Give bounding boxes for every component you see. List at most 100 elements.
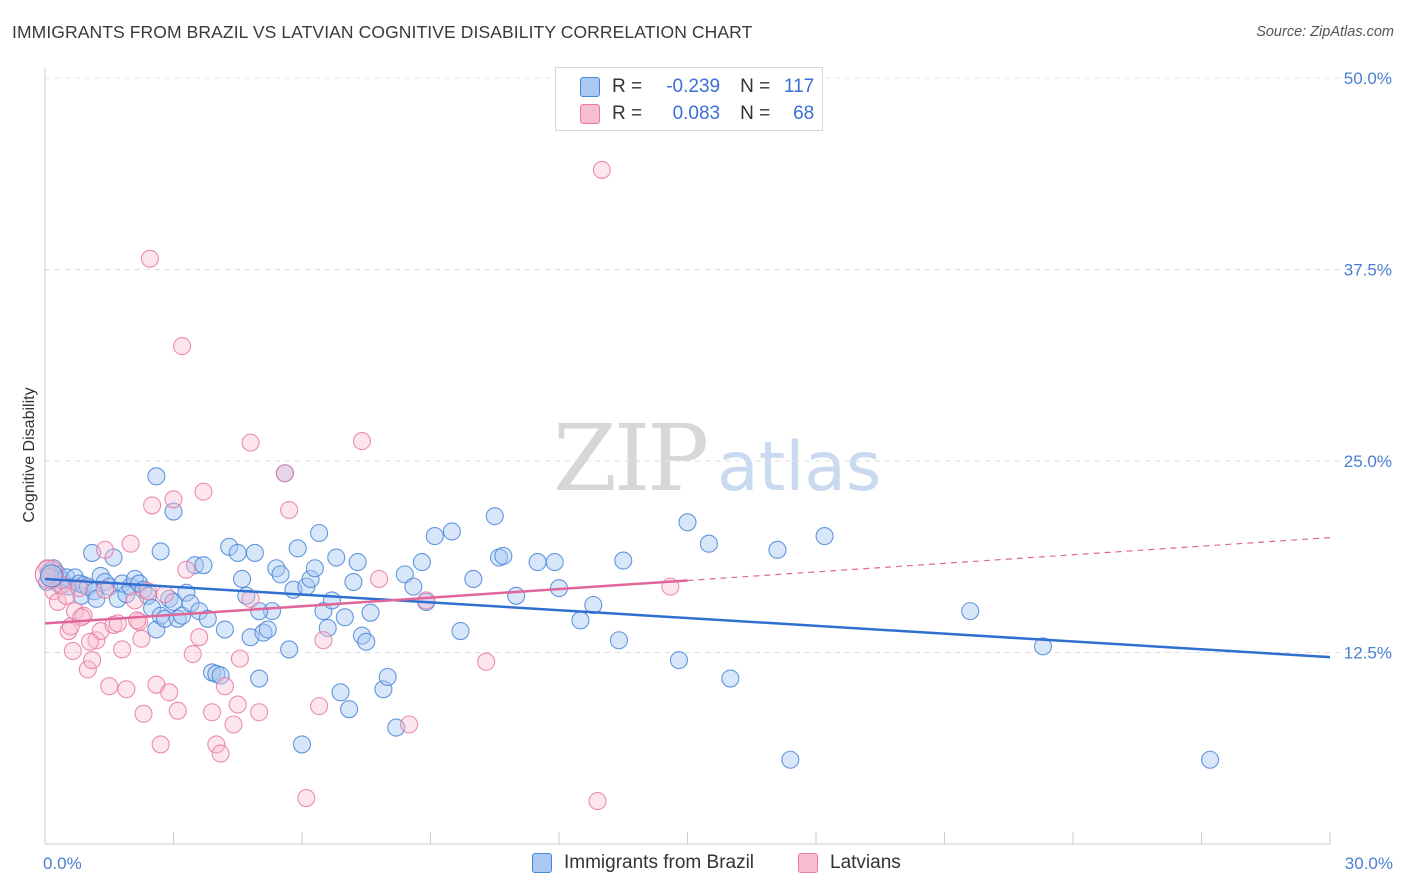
data-point-brazil [357, 632, 376, 651]
data-point-brazil [614, 551, 633, 570]
data-point-latvians [132, 629, 151, 648]
chart-title: IMMIGRANTS FROM BRAZIL VS LATVIAN COGNIT… [12, 22, 753, 42]
data-point-latvians [117, 680, 136, 699]
data-point-brazil [147, 467, 166, 486]
y-tick-label: 12.5% [1344, 644, 1392, 663]
y-tick-label: 50.0% [1344, 69, 1392, 88]
source-label: Source: ZipAtlas.com [1256, 24, 1394, 40]
legend-n-label: N = [740, 76, 771, 97]
bottom-legend-label-brazil: Immigrants from Brazil [564, 852, 755, 873]
data-point-latvians [280, 500, 299, 520]
data-point-latvians [164, 490, 183, 509]
data-point-latvians [100, 677, 119, 696]
data-point-latvians [95, 580, 115, 599]
data-point-brazil [322, 591, 342, 610]
data-point-brazil [961, 602, 980, 621]
data-point-brazil [194, 556, 213, 575]
y-tick-label: 37.5% [1344, 261, 1392, 280]
legend-r-label: R = [612, 76, 643, 97]
data-point-latvians [275, 464, 294, 483]
data-point-brazil [545, 553, 564, 572]
legend-n-value: 68 [793, 103, 815, 124]
data-point-brazil [815, 527, 834, 546]
data-point-brazil [250, 669, 269, 688]
data-point-brazil [305, 559, 324, 578]
data-point-latvians [417, 591, 436, 610]
data-point-latvians [230, 649, 249, 668]
legend-r-value: 0.083 [672, 103, 721, 124]
data-point-latvians [87, 631, 106, 650]
data-point-latvians [134, 704, 153, 723]
bottom-legend-swatch-latvians [798, 853, 818, 873]
data-point-brazil [1033, 637, 1053, 656]
data-point-latvians [190, 628, 209, 647]
watermark-zip: ZIP [553, 405, 709, 512]
data-point-brazil [404, 577, 423, 596]
data-point-latvians [155, 585, 174, 604]
data-point-latvians [95, 540, 115, 559]
data-point-brazil [781, 750, 800, 769]
legend-r-label: R = [612, 103, 643, 124]
data-point-brazil [211, 666, 230, 685]
data-point-brazil [768, 540, 787, 559]
data-point-brazil [669, 651, 688, 670]
data-point-brazil [288, 539, 307, 558]
data-point-brazil [361, 603, 380, 622]
data-point-brazil [198, 609, 217, 628]
data-point-latvians [211, 744, 230, 763]
data-point-brazil [340, 700, 359, 719]
data-point-brazil [451, 622, 470, 641]
data-point-brazil [1201, 750, 1220, 769]
data-point-brazil [245, 543, 264, 562]
data-point-brazil [280, 640, 299, 659]
data-point-brazil [494, 546, 513, 566]
legend-swatch-latvians [580, 104, 600, 124]
data-point-brazil [609, 631, 629, 650]
data-point-brazil [395, 565, 414, 584]
data-point-latvians [177, 560, 196, 579]
data-point-brazil [528, 553, 547, 572]
data-point-latvians [72, 608, 91, 627]
data-point-latvians [250, 703, 269, 722]
data-point-latvians [80, 632, 100, 651]
data-point-latvians [592, 160, 611, 179]
bottom-legend-brazil: Immigrants from Brazil [532, 852, 754, 874]
data-point-latvians [160, 683, 179, 702]
data-point-brazil [151, 542, 170, 561]
trend-line-latvians [44, 579, 688, 625]
data-point-latvians [128, 611, 147, 630]
trend-line-latvians-extension [687, 537, 1331, 582]
data-point-brazil [344, 572, 363, 592]
data-point-latvians [370, 569, 389, 589]
x-tick-label: 30.0% [1345, 854, 1393, 873]
data-point-brazil [301, 569, 320, 589]
legend-swatch-brazil [580, 77, 600, 97]
data-point-brazil [442, 522, 461, 541]
data-point-latvians [314, 631, 333, 650]
data-point-latvians [224, 715, 243, 734]
legend-n-label: N = [740, 103, 771, 124]
data-point-brazil [271, 565, 290, 584]
bottom-legend-latvians: Latvians [798, 852, 901, 874]
data-point-latvians [70, 579, 89, 598]
data-point-latvians [173, 337, 192, 356]
data-point-latvians [241, 433, 260, 452]
data-point-brazil [258, 620, 277, 639]
data-point-latvians [194, 482, 213, 501]
data-point-latvians [215, 677, 234, 696]
data-point-latvians [63, 641, 82, 661]
data-point-brazil [335, 608, 354, 627]
data-point-latvians [297, 788, 316, 808]
data-point-latvians [138, 582, 157, 601]
data-point-brazil [571, 611, 590, 630]
data-point-brazil [250, 602, 269, 621]
data-point-brazil [292, 735, 312, 754]
data-point-latvians [228, 695, 247, 714]
x-tick-label: 0.0% [43, 854, 82, 873]
watermark-atlas: atlas [717, 428, 882, 507]
correlation-legend: R = -0.239 N = 117 R = 0.083 N = 68 [555, 67, 823, 131]
data-point-brazil [485, 507, 504, 526]
data-point-brazil [507, 586, 526, 605]
data-point-brazil [348, 553, 367, 572]
